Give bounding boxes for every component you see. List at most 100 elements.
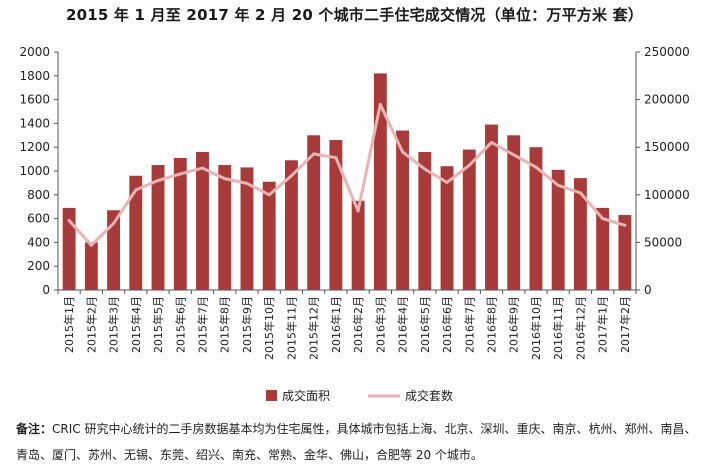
x-tick-label: 2016年11月 — [551, 296, 565, 360]
bar — [307, 135, 321, 290]
line-point — [401, 150, 405, 154]
bar — [196, 151, 209, 290]
right-tick-label: 100000 — [644, 188, 690, 202]
line-path — [67, 102, 627, 247]
x-tick-label: 2016年7月 — [462, 296, 476, 353]
legend-label-line: 成交套数 — [405, 388, 453, 403]
left-tick-label: 600 — [27, 212, 50, 226]
left-tick-label: 1400 — [19, 116, 50, 130]
line-point — [201, 166, 204, 170]
line-point — [89, 243, 93, 247]
x-tick-label: 2016年3月 — [373, 296, 387, 353]
right-tick-label: 150000 — [644, 140, 690, 154]
line-point — [67, 219, 71, 223]
x-tick-label: 2016年9月 — [507, 296, 521, 353]
line-point — [245, 181, 249, 185]
bar — [173, 157, 187, 290]
bar — [262, 181, 276, 290]
x-tick-label: 2016年10月 — [529, 296, 543, 360]
bar — [62, 207, 76, 290]
x-tick-label: 2015年8月 — [218, 296, 232, 353]
x-tick-label: 2016年12月 — [573, 296, 587, 360]
x-tick-label: 2016年1月 — [329, 296, 343, 353]
x-tick-label: 2015年2月 — [84, 296, 98, 353]
x-tick-label: 2017年1月 — [596, 296, 610, 353]
left-tick-label: 1800 — [19, 69, 50, 83]
left-tick-label: 800 — [27, 188, 50, 202]
x-tick-label: 2017年2月 — [618, 296, 632, 353]
line-point — [534, 165, 538, 169]
bar-series — [62, 73, 632, 290]
line-point — [112, 221, 116, 225]
bar — [440, 166, 454, 290]
line-point — [267, 193, 271, 197]
x-tick-label: 2016年2月 — [351, 296, 365, 353]
x-tick-label: 2015年9月 — [240, 296, 254, 353]
line-point — [601, 217, 605, 221]
legend-label-bar: 成交面积 — [282, 388, 330, 403]
line-point — [178, 172, 182, 176]
bar — [129, 175, 143, 290]
line-point — [490, 140, 493, 144]
left-tick-label: 400 — [27, 235, 50, 249]
line-point — [378, 102, 382, 106]
line-series — [67, 102, 627, 247]
x-tick-label: 2015年4月 — [129, 296, 143, 353]
line-point — [467, 163, 471, 167]
bar — [529, 147, 543, 290]
chart-title: 2015 年 1 月至 2017 年 2 月 20 个城市二手住宅成交情况（单位… — [65, 6, 644, 24]
x-tick-label: 2015年10月 — [262, 296, 276, 360]
x-tick-label: 2015年3月 — [107, 296, 121, 353]
line-point — [223, 177, 227, 181]
bar — [373, 73, 387, 290]
x-tick-label: 2015年1月 — [62, 296, 76, 353]
bar — [218, 165, 232, 290]
bar — [596, 207, 610, 290]
x-tick-label: 2015年5月 — [151, 296, 165, 353]
line-point — [423, 167, 427, 171]
legend-swatch-bar — [266, 390, 277, 401]
footnote: 备注：CRIC 研究中心统计的二手房数据基本均为住宅属性，具体城市包括上海、北京… — [16, 416, 700, 468]
right-tick-label: 200000 — [644, 93, 690, 107]
left-tick-label: 2000 — [19, 45, 50, 59]
bar — [485, 124, 498, 290]
line-point — [289, 174, 293, 178]
bar — [573, 178, 587, 290]
x-tick-label: 2015年11月 — [284, 296, 298, 360]
bar — [462, 149, 476, 290]
bar — [618, 215, 632, 290]
bar — [507, 135, 521, 290]
x-tick-label: 2016年5月 — [418, 296, 432, 353]
legend: 成交面积 成交套数 — [266, 388, 453, 403]
bar — [396, 130, 410, 290]
bar — [284, 160, 298, 290]
right-tick-label: 250000 — [644, 45, 690, 59]
left-tick-label: 0 — [42, 283, 50, 297]
line-point — [356, 209, 360, 213]
x-tick-label: 2016年4月 — [396, 296, 410, 353]
x-axis: 2015年1月 2015年2月 2015年3月 2015年4月 2015年5月 2015年… — [57, 289, 637, 360]
line-point — [156, 179, 160, 183]
bar — [351, 200, 365, 290]
line-point — [312, 152, 316, 156]
bar — [84, 242, 98, 290]
x-tick-label: 2015年6月 — [173, 296, 187, 353]
left-tick-label: 1600 — [19, 93, 50, 107]
left-axis: 0 200 400 600 800 1000 1200 1400 1600 1800 2000 — [19, 45, 59, 297]
bar — [551, 169, 565, 290]
line-point — [445, 180, 449, 184]
line-point — [623, 223, 627, 227]
footnote-label: 备注： — [16, 422, 53, 436]
left-tick-label: 1000 — [19, 164, 50, 178]
right-tick-label: 0 — [644, 283, 652, 297]
line-point — [556, 183, 560, 187]
bar — [107, 210, 121, 290]
line-point — [334, 156, 338, 160]
bar — [240, 167, 254, 290]
line-point — [578, 191, 582, 195]
footnote-text: CRIC 研究中心统计的二手房数据基本均为住宅属性，具体城市包括上海、北京、深圳… — [16, 422, 697, 462]
bar — [151, 165, 165, 290]
x-tick-label: 2015年12月 — [307, 296, 321, 360]
bar — [329, 140, 343, 290]
x-tick-label: 2016年8月 — [485, 296, 499, 353]
